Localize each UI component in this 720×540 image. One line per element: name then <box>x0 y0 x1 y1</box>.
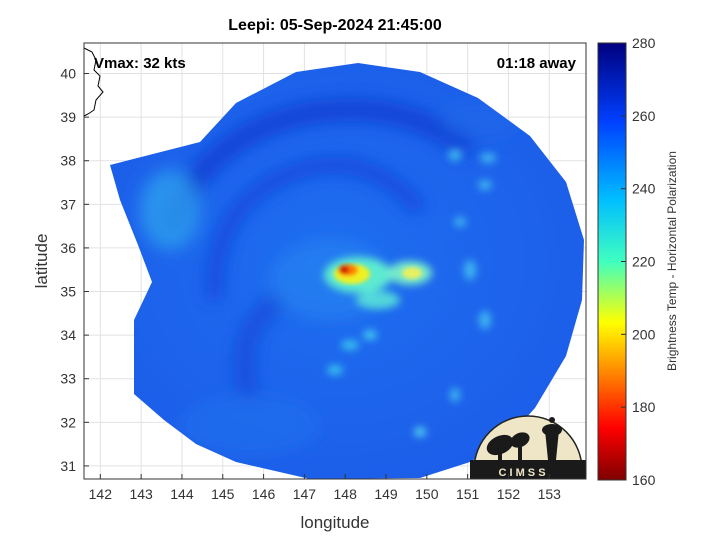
plot-area: C I M S S Vmax: 32 kts 01:18 away <box>83 42 587 480</box>
x-tick-label: 149 <box>374 486 398 502</box>
y-axis-ticks: 31 32 33 34 35 36 37 38 39 40 <box>60 66 89 474</box>
colorbar-tick-label: 220 <box>632 254 656 270</box>
x-tick-label: 153 <box>538 486 562 502</box>
y-tick-label: 32 <box>60 414 76 430</box>
x-axis-label: longitude <box>300 513 369 532</box>
colorbar-label: Brightness Temp - Horizontal Polarizatio… <box>665 151 679 371</box>
colorbar-tick-label: 240 <box>632 181 656 197</box>
colorbar-tick-label: 260 <box>632 108 656 124</box>
y-tick-label: 35 <box>60 284 76 300</box>
y-tick-label: 37 <box>60 196 76 212</box>
y-tick-label: 40 <box>60 66 76 82</box>
cimss-logo: C I M S S <box>470 415 586 479</box>
x-tick-label: 146 <box>252 486 276 502</box>
coastline <box>83 47 104 117</box>
colorbar-tick-label: 200 <box>632 326 656 342</box>
vmax-label: Vmax: 32 kts <box>94 55 186 72</box>
colorbar: 160 180 200 220 240 260 280 Brightness Temp - … <box>597 35 679 488</box>
colorbar-tick-label: 280 <box>632 35 656 51</box>
x-tick-label: 152 <box>497 486 521 502</box>
y-tick-label: 38 <box>60 153 76 169</box>
x-tick-label: 142 <box>89 486 113 502</box>
x-tick-label: 150 <box>415 486 439 502</box>
cimss-logo-text: C I M S S <box>498 467 545 479</box>
y-tick-label: 31 <box>60 458 76 474</box>
y-tick-label: 36 <box>60 240 76 256</box>
x-tick-label: 144 <box>170 486 194 502</box>
x-tick-label: 148 <box>334 486 358 502</box>
map-title: Leepi: 05-Sep-2024 21:45:00 <box>228 17 442 34</box>
x-tick-label: 143 <box>129 486 153 502</box>
colorbar-ticks: 160 180 200 220 240 260 280 <box>621 35 656 488</box>
x-tick-label: 147 <box>293 486 317 502</box>
y-tick-label: 33 <box>60 371 76 387</box>
y-axis-label: latitude <box>32 234 51 289</box>
time-away-label: 01:18 away <box>497 55 577 72</box>
x-axis-ticks: 142 143 144 145 146 147 148 149 150 151 152 153 <box>89 474 562 502</box>
x-tick-label: 145 <box>211 486 235 502</box>
x-tick-label: 151 <box>456 486 480 502</box>
colorbar-tick-label: 160 <box>632 472 656 488</box>
colorbar-tick-label: 180 <box>632 399 656 415</box>
y-tick-label: 34 <box>60 327 76 343</box>
y-tick-label: 39 <box>60 109 76 125</box>
